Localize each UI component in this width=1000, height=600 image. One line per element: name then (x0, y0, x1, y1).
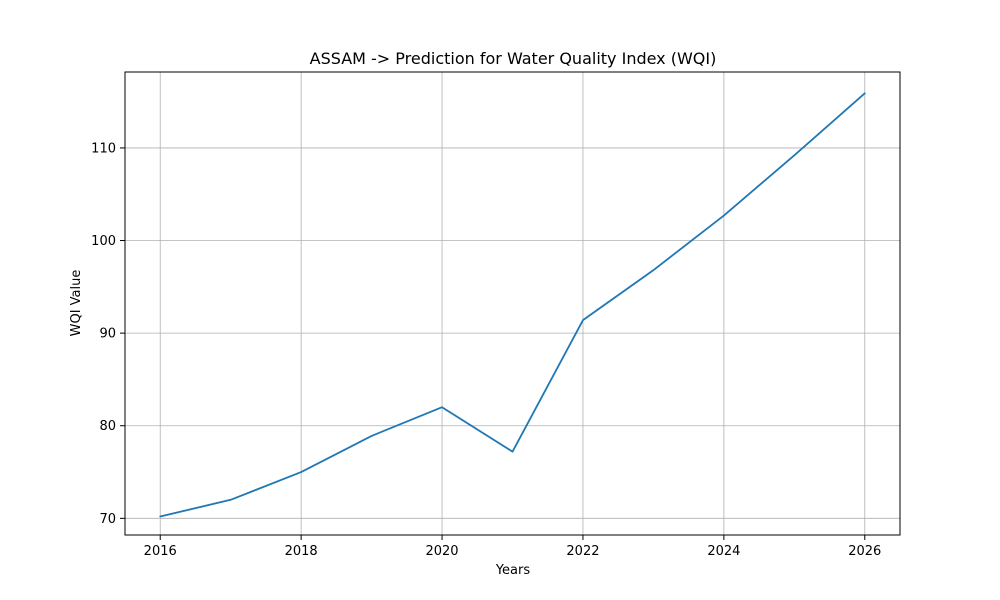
x-tick-label: 2022 (566, 544, 599, 559)
y-tick-label: 80 (99, 419, 116, 434)
y-tick-label: 110 (91, 141, 116, 156)
grid-lines (125, 72, 900, 535)
x-axis-label: Years (495, 563, 531, 578)
y-tick-label: 100 (91, 234, 116, 249)
series-line (159, 92, 866, 518)
x-tick-label: 2016 (144, 544, 177, 559)
x-tick-label: 2020 (425, 544, 458, 559)
x-tick-label: 2026 (848, 544, 881, 559)
y-tick-label: 90 (99, 327, 116, 342)
axis-ticks: 2016 2018 2020 2022 2024 2026 70 80 90 100 110 (91, 141, 881, 559)
series-layer (159, 92, 866, 518)
chart-title: ASSAM -> Prediction for Water Quality In… (310, 49, 717, 68)
x-tick-label: 2018 (285, 544, 318, 559)
plot-frame (124, 71, 901, 536)
x-tick-label: 2024 (707, 544, 740, 559)
y-tick-label: 70 (99, 512, 116, 527)
y-axis-label: WQI Value (69, 270, 84, 337)
